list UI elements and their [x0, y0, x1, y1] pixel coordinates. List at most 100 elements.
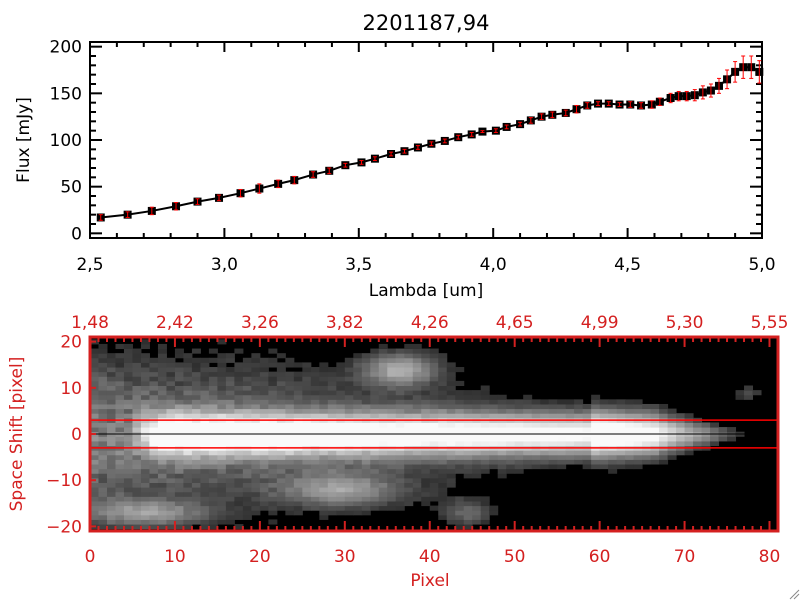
image-pixel [327, 440, 337, 447]
image-pixel [540, 399, 550, 405]
image-pixel [234, 376, 244, 382]
image-pixel [276, 468, 286, 474]
image-pixel [344, 427, 354, 433]
image-pixel [319, 403, 329, 410]
image-pixel [98, 440, 108, 447]
image-pixel [251, 367, 261, 373]
image-pixel [608, 440, 618, 447]
image-pixel [319, 482, 329, 488]
image-pixel [438, 357, 448, 363]
image-pixel [200, 371, 210, 377]
image-pixel [429, 454, 439, 460]
image-pixel [633, 450, 643, 456]
image-pixel [225, 357, 235, 363]
image-pixel [200, 450, 210, 456]
image-pixel [548, 436, 558, 442]
image-pixel [310, 459, 320, 465]
image-pixel [217, 399, 227, 405]
image-pixel [217, 496, 227, 502]
image-pixel [446, 413, 456, 419]
image-pixel [642, 436, 652, 442]
image-pixel [217, 473, 227, 479]
image-pixel [90, 464, 99, 470]
image-pixel [174, 385, 184, 391]
image-pixel [208, 468, 218, 474]
image-pixel [302, 459, 312, 465]
image-pixel [421, 436, 431, 442]
image-pixel [319, 487, 329, 493]
image-pixel [319, 390, 329, 396]
image-pixel [633, 464, 643, 470]
image-pixel [361, 510, 371, 516]
image-pixel [115, 454, 125, 460]
resize-grip-icon[interactable] [789, 589, 800, 600]
image-pixel [234, 524, 244, 530]
image-pixel [480, 459, 490, 465]
image-pixel [361, 459, 371, 465]
image-pixel [378, 464, 388, 470]
image-pixel [531, 413, 541, 419]
image-pixel [676, 422, 686, 428]
image-pixel [361, 427, 371, 433]
image-pixel [174, 440, 184, 447]
image-pixel [183, 357, 193, 363]
image-pixel [217, 408, 227, 414]
image-pixel [302, 500, 312, 507]
image-pixel [514, 440, 524, 447]
image-pixel [90, 454, 99, 460]
image-pixel [650, 427, 660, 433]
image-pixel [361, 436, 371, 442]
image-pixel [404, 436, 414, 442]
image-pixel [200, 408, 210, 414]
image-pixel [378, 496, 388, 502]
image-pixel [455, 500, 465, 507]
image-pixel [251, 510, 261, 516]
image-pixel [259, 362, 269, 368]
image-pixel [336, 482, 346, 488]
image-pixel [608, 403, 618, 410]
image-pixel [106, 408, 116, 414]
image-pixel [421, 367, 431, 373]
image-pixel [582, 440, 592, 447]
image-pixel [540, 440, 550, 447]
image-pixel [234, 464, 244, 470]
image-pixel [616, 454, 626, 460]
image-pixel [438, 367, 448, 373]
image-pixel [438, 510, 448, 516]
image-pixel [140, 376, 150, 382]
image-pixel [421, 496, 431, 502]
x-tick-label: 5,0 [748, 255, 775, 275]
image-pixel [183, 353, 193, 359]
image-pixel [200, 491, 210, 497]
image-pixel [208, 491, 218, 497]
image-pixel [123, 477, 133, 483]
image-pixel [302, 390, 312, 396]
image-pixel [242, 477, 252, 483]
image-pixel [183, 422, 193, 428]
image-pixel [123, 473, 133, 479]
image-pixel [217, 487, 227, 493]
image-pixel [217, 371, 227, 377]
image-pixel [540, 450, 550, 456]
image-pixel [140, 357, 150, 363]
image-pixel [361, 500, 371, 507]
image-pixel [412, 487, 422, 493]
image-pixel [115, 408, 125, 414]
image-pixel [251, 468, 261, 474]
image-pixel [140, 468, 150, 474]
image-pixel [259, 357, 269, 363]
image-pixel [285, 436, 295, 442]
image-pixel [183, 390, 193, 396]
image-pixel [132, 399, 142, 405]
image-pixel [98, 514, 108, 520]
image-pixel [149, 450, 159, 456]
image-pixel [251, 408, 261, 414]
image-pixel [693, 436, 703, 442]
image-pixel [234, 390, 244, 396]
image-pixel [463, 519, 473, 525]
image-pixel [404, 487, 414, 493]
image-pixel [285, 422, 295, 428]
image-pixel [285, 380, 295, 386]
image-pixel [174, 413, 184, 419]
image-pixel [149, 362, 159, 368]
